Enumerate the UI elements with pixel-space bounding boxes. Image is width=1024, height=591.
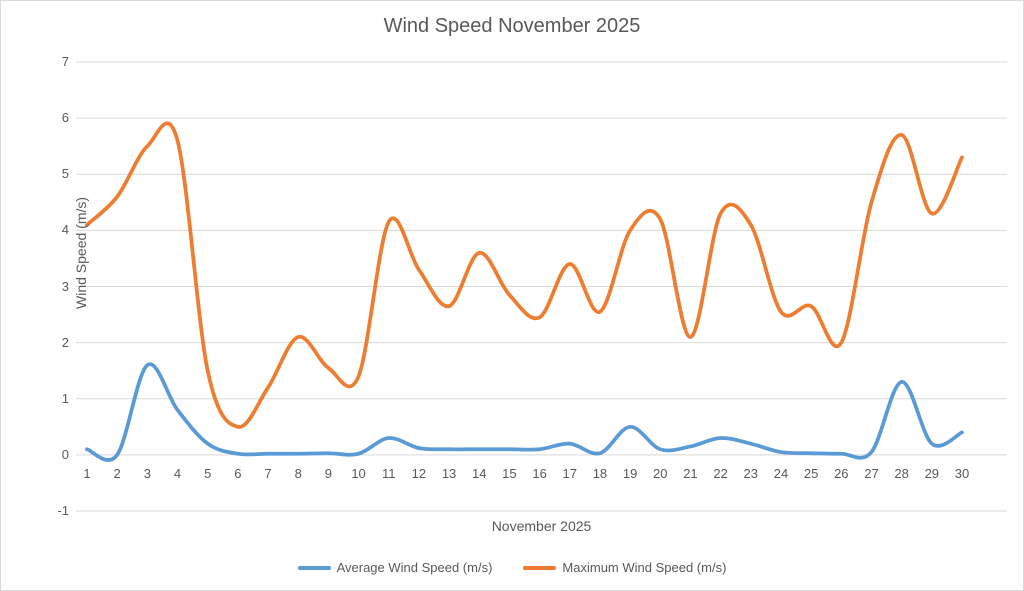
x-tick-label-7: 7 bbox=[264, 466, 272, 481]
y-tick-label-5: 5 bbox=[61, 166, 69, 182]
x-tick-label-11: 11 bbox=[381, 466, 396, 481]
x-tick-label-12: 12 bbox=[411, 466, 427, 481]
y-tick-label-6: 6 bbox=[61, 110, 69, 126]
y-tick-label-2: 2 bbox=[61, 334, 69, 350]
x-tick-label-2: 2 bbox=[113, 466, 121, 481]
legend-item-average: Average Wind Speed (m/s) bbox=[297, 560, 493, 575]
x-tick-label-23: 23 bbox=[743, 466, 759, 481]
legend-label-maximum: Maximum Wind Speed (m/s) bbox=[562, 560, 727, 575]
y-axis-title: Wind Speed (m/s) bbox=[73, 196, 90, 309]
x-tick-label-5: 5 bbox=[204, 466, 212, 481]
y-tick-label-3: 3 bbox=[61, 278, 69, 294]
x-tick-label-3: 3 bbox=[143, 466, 151, 481]
x-tick-label-26: 26 bbox=[834, 466, 849, 481]
y-tick-label-7: 7 bbox=[61, 54, 69, 69]
x-tick-label-29: 29 bbox=[924, 466, 940, 481]
x-tick-label-27: 27 bbox=[864, 466, 879, 481]
x-tick-label-17: 17 bbox=[562, 466, 577, 481]
x-tick-label-4: 4 bbox=[173, 466, 182, 481]
y-tick-label--1: -1 bbox=[57, 503, 69, 518]
maximum-series-swatch bbox=[523, 565, 557, 570]
legend-item-maximum: Maximum Wind Speed (m/s) bbox=[523, 560, 726, 575]
x-tick-label-28: 28 bbox=[894, 466, 909, 481]
x-tick-label-1: 1 bbox=[83, 466, 91, 481]
y-tick-label-4: 4 bbox=[61, 222, 69, 238]
legend-label-average: Average Wind Speed (m/s) bbox=[336, 560, 493, 575]
x-tick-label-13: 13 bbox=[441, 466, 457, 481]
x-tick-label-24: 24 bbox=[773, 466, 789, 481]
x-tick-label-19: 19 bbox=[622, 466, 638, 481]
x-tick-label-10: 10 bbox=[351, 466, 366, 481]
chart-title: Wind Speed November 2025 bbox=[383, 15, 641, 37]
series-line-maximum bbox=[85, 121, 964, 429]
x-tick-label-20: 20 bbox=[653, 466, 668, 481]
average-series-swatch bbox=[297, 565, 331, 570]
y-tick-label-0: 0 bbox=[61, 446, 69, 462]
x-tick-label-21: 21 bbox=[683, 466, 698, 481]
x-tick-label-14: 14 bbox=[472, 466, 487, 481]
x-axis-title: November 2025 bbox=[491, 518, 592, 534]
x-tick-label-25: 25 bbox=[803, 466, 819, 481]
x-tick-label-30: 30 bbox=[954, 466, 970, 481]
x-tick-label-9: 9 bbox=[324, 466, 332, 481]
x-tick-label-8: 8 bbox=[294, 466, 302, 481]
legend: Average Wind Speed (m/s) Maximum Wind Sp… bbox=[1, 560, 1023, 575]
x-tick-label-16: 16 bbox=[532, 466, 547, 481]
x-tick-label-15: 15 bbox=[502, 466, 517, 481]
x-tick-label-22: 22 bbox=[713, 466, 728, 481]
x-tick-label-18: 18 bbox=[592, 466, 608, 481]
series-line-average bbox=[85, 362, 964, 462]
x-tick-label-6: 6 bbox=[234, 466, 242, 481]
y-tick-label-1: 1 bbox=[61, 390, 69, 406]
